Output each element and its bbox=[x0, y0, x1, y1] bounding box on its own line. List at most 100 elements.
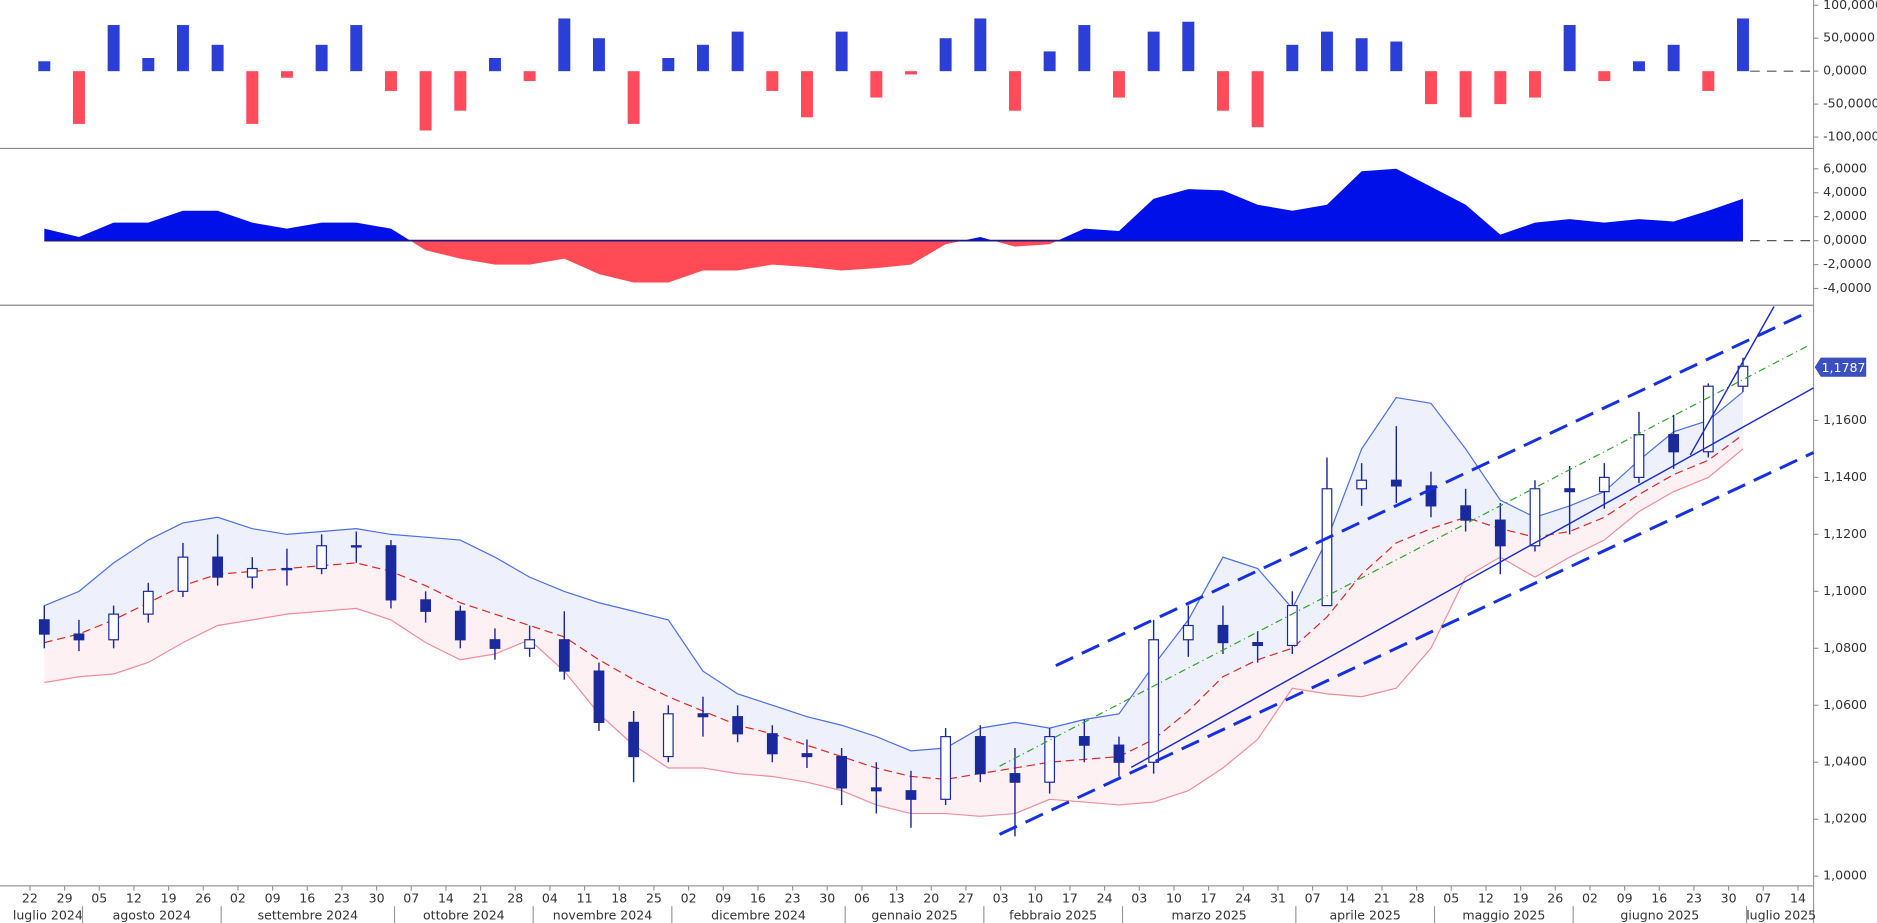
x-tick-label: 12 bbox=[1478, 891, 1494, 906]
x-tick-label: 29 bbox=[57, 891, 73, 906]
histogram-bar bbox=[870, 71, 883, 98]
x-tick-label: 02 bbox=[681, 891, 697, 906]
histogram-bar bbox=[176, 25, 189, 72]
histogram-bar bbox=[419, 71, 432, 131]
x-tick-label: 16 bbox=[299, 891, 315, 906]
x-tick-label: 07 bbox=[403, 891, 419, 906]
x-tick-label: 05 bbox=[1443, 891, 1459, 906]
x-tick-label: 20 bbox=[923, 891, 939, 906]
y-tick-label: 1,0200 bbox=[1823, 811, 1867, 826]
x-tick-label: 06 bbox=[854, 891, 870, 906]
candle-body bbox=[385, 545, 397, 601]
y-tick-label: 1,1600 bbox=[1823, 412, 1867, 427]
candle-body bbox=[316, 545, 328, 570]
x-tick-label: 30 bbox=[1721, 891, 1737, 906]
histogram-bar bbox=[731, 31, 744, 72]
y-tick-label: -4,0000 bbox=[1823, 280, 1871, 295]
histogram-bar bbox=[1182, 21, 1195, 72]
x-tick-label: 14 bbox=[438, 891, 454, 906]
x-tick-label: 05 bbox=[91, 891, 107, 906]
histogram-bar bbox=[558, 18, 571, 72]
x-tick-label: 31 bbox=[1270, 891, 1286, 906]
trendline bbox=[1130, 387, 1814, 768]
y-tick-label: 1,1000 bbox=[1823, 583, 1867, 598]
x-tick-label: 19 bbox=[1513, 891, 1529, 906]
x-tick-label: 30 bbox=[369, 891, 385, 906]
histogram-bar bbox=[1390, 41, 1403, 72]
month-label: novembre 2024 bbox=[553, 907, 652, 922]
histogram-bar bbox=[488, 57, 501, 72]
month-label: agosto 2024 bbox=[113, 907, 191, 922]
y-tick-label: 2,0000 bbox=[1823, 208, 1867, 223]
x-tick-label: 02 bbox=[1582, 891, 1598, 906]
candle-body bbox=[1633, 434, 1645, 478]
upper-band bbox=[44, 391, 1744, 752]
x-tick-label: 10 bbox=[1166, 891, 1182, 906]
histogram-bar bbox=[627, 71, 640, 124]
candle-body bbox=[905, 790, 917, 800]
x-tick-label: 13 bbox=[889, 891, 905, 906]
area-positive bbox=[44, 168, 1743, 241]
y-tick-label: 0,0000 bbox=[1823, 232, 1867, 247]
candle-body bbox=[836, 755, 848, 789]
candle-body bbox=[1425, 485, 1437, 507]
candle-body bbox=[177, 556, 189, 592]
candle-body bbox=[766, 733, 778, 755]
histogram-bar bbox=[1147, 31, 1160, 72]
x-tick-label: 18 bbox=[611, 891, 627, 906]
histogram-bar bbox=[904, 71, 917, 75]
histogram-bar bbox=[1528, 71, 1541, 98]
histogram-bar bbox=[454, 71, 467, 111]
histogram-bar bbox=[142, 57, 155, 72]
channel-lower bbox=[998, 451, 1815, 836]
x-tick-label: 24 bbox=[1097, 891, 1113, 906]
histogram-bar bbox=[1216, 71, 1229, 111]
candle-body bbox=[489, 639, 501, 649]
x-tick-label: 10 bbox=[1027, 891, 1043, 906]
histogram-bar bbox=[1424, 71, 1437, 105]
histogram-bar bbox=[1563, 25, 1576, 72]
candle-body bbox=[246, 567, 258, 578]
month-label: aprile 2025 bbox=[1329, 907, 1400, 922]
histogram-bar bbox=[766, 71, 779, 91]
candle-body bbox=[662, 713, 674, 758]
month-label: gennaio 2025 bbox=[871, 907, 957, 922]
histogram-bar bbox=[1598, 71, 1611, 82]
x-tick-label: 07 bbox=[1305, 891, 1321, 906]
y-tick-label: 1,1400 bbox=[1823, 469, 1867, 484]
candle-body bbox=[108, 613, 120, 641]
y-tick-label: 6,0000 bbox=[1823, 160, 1867, 175]
month-label: dicembre 2024 bbox=[711, 907, 806, 922]
y-tick-label: 1,1200 bbox=[1823, 526, 1867, 541]
trendlines bbox=[998, 306, 1815, 836]
x-tick-label: 09 bbox=[265, 891, 281, 906]
candle-body bbox=[732, 716, 744, 735]
x-tick-label: 14 bbox=[1339, 891, 1355, 906]
x-tick-label: 23 bbox=[1686, 891, 1702, 906]
candle-body bbox=[870, 787, 882, 792]
candle-body bbox=[1702, 385, 1714, 453]
x-tick-label: 04 bbox=[542, 891, 558, 906]
histogram-bar bbox=[1251, 71, 1264, 128]
x-tick-label: 21 bbox=[1374, 891, 1390, 906]
candle-body bbox=[1113, 744, 1125, 763]
candle-body bbox=[350, 545, 362, 548]
candle-body bbox=[1529, 488, 1541, 547]
candle-body bbox=[697, 713, 709, 718]
x-tick-label: 03 bbox=[993, 891, 1009, 906]
y-tick-label: 1,0600 bbox=[1823, 697, 1867, 712]
y-tick-label: 1,0000 bbox=[1823, 868, 1867, 883]
histogram-bar bbox=[211, 44, 224, 72]
candle-body bbox=[1390, 479, 1402, 487]
x-tick-label: 17 bbox=[1062, 891, 1078, 906]
x-tick-label: 25 bbox=[646, 891, 662, 906]
last-price-tag bbox=[1814, 357, 1867, 377]
candle-body bbox=[38, 619, 50, 635]
channel-mid bbox=[999, 344, 1811, 767]
month-label: febbraio 2025 bbox=[1009, 907, 1097, 922]
y-tick-label: 50,0000 bbox=[1823, 30, 1875, 45]
candle-body bbox=[1737, 365, 1749, 387]
candle-body bbox=[1182, 624, 1194, 641]
x-tick-label: 12 bbox=[126, 891, 142, 906]
